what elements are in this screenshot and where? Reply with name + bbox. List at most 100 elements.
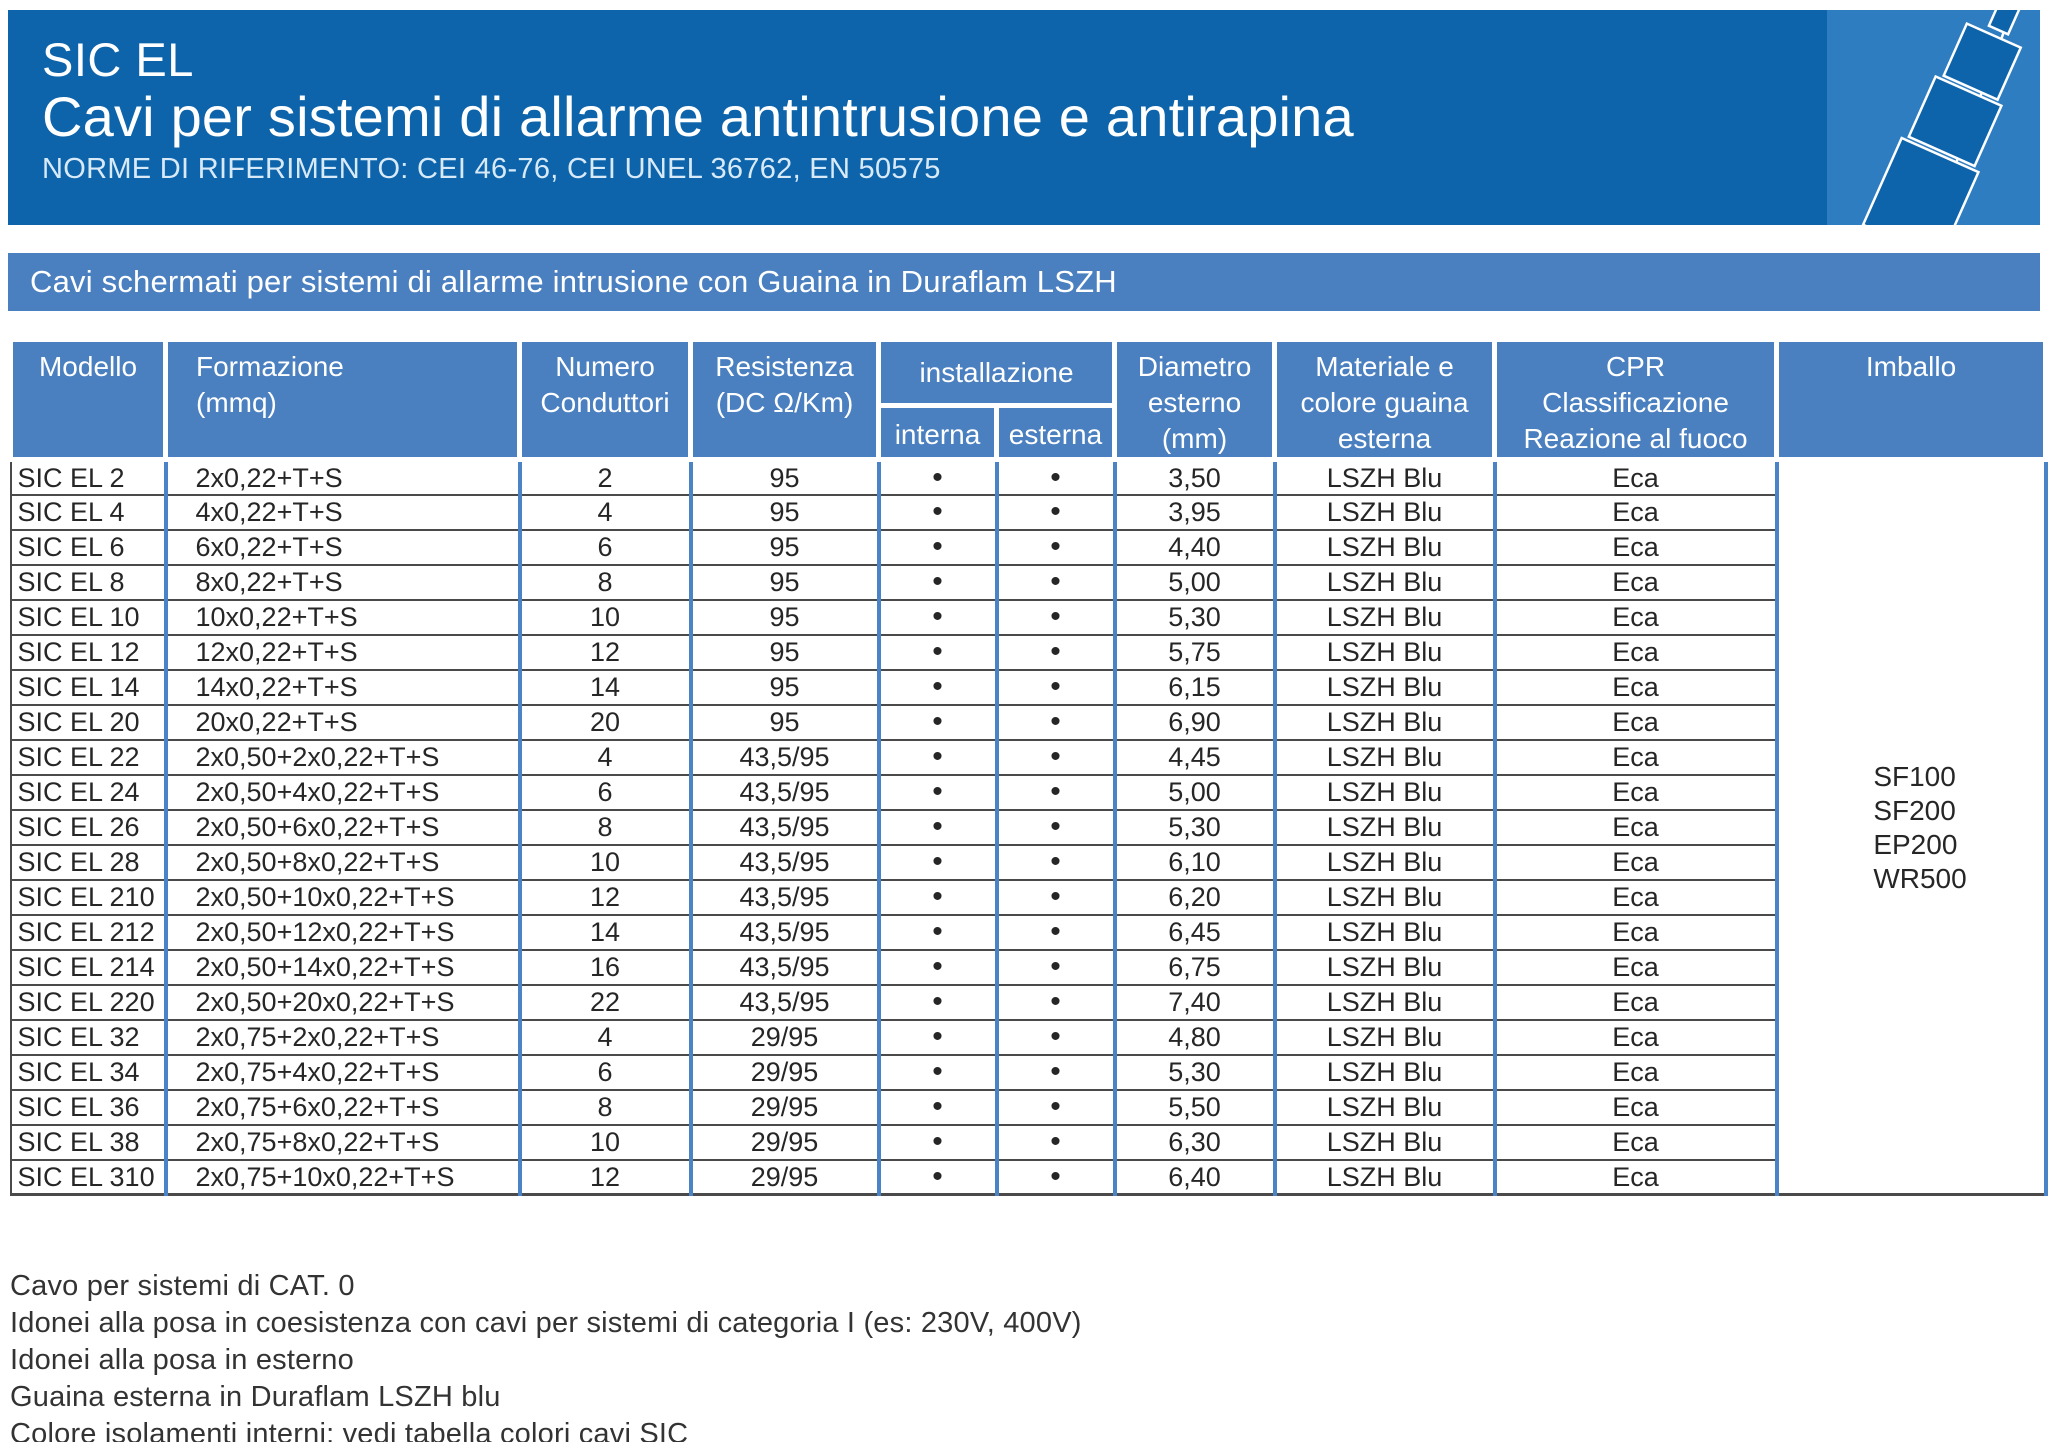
table-row: SIC EL 34 2x0,75+4x0,22+T+S 6 29/95 • • 5,30 LS… — [9, 1053, 2046, 1090]
table-row: SIC EL 210 2x0,50+10x0,22+T+S 12 43,5/95 • • 6… — [9, 878, 2046, 915]
cell-esterna: • — [994, 493, 1115, 530]
cell-resistenza: 95 — [688, 598, 879, 635]
cell-esterna: • — [994, 773, 1115, 810]
cell-conduttori: 8 — [517, 808, 691, 845]
cell-imballo: SF100 SF200 EP200 WR500 — [1774, 459, 2048, 1196]
cell-interna: • — [876, 598, 997, 635]
cell-formazione: 2x0,50+8x0,22+T+S — [163, 843, 520, 880]
cell-interna: • — [876, 1158, 997, 1196]
cell-formazione: 2x0,75+8x0,22+T+S — [163, 1123, 520, 1160]
cell-conduttori: 14 — [517, 913, 691, 950]
cell-resistenza: 29/95 — [688, 1018, 879, 1055]
cell-modello: SIC EL 2 — [9, 459, 166, 495]
cell-formazione: 2x0,50+12x0,22+T+S — [163, 913, 520, 950]
cell-esterna: • — [994, 668, 1115, 705]
cell-cpr: Eca — [1492, 563, 1777, 600]
cell-formazione: 2x0,50+6x0,22+T+S — [163, 808, 520, 845]
note-line: Idonei alla posa in esterno — [10, 1344, 354, 1376]
note-line: Cavo per sistemi di CAT. 0 — [10, 1270, 355, 1302]
cell-resistenza: 95 — [688, 703, 879, 740]
cell-esterna: • — [994, 1088, 1115, 1125]
cell-resistenza: 43,5/95 — [688, 843, 879, 880]
cell-cpr: Eca — [1492, 493, 1777, 530]
cell-conduttori: 12 — [517, 1158, 691, 1196]
imballo-packaging-list: SF100 SF200 EP200 WR500 — [1873, 760, 1967, 894]
cell-guaina: LSZH Blu — [1272, 563, 1495, 600]
table-row: SIC EL 12 12x0,22+T+S 12 95 • • 5,75 LSZH Blu Ec… — [9, 633, 2046, 670]
cell-resistenza: 29/95 — [688, 1053, 879, 1090]
cell-modello: SIC EL 34 — [9, 1053, 166, 1090]
cell-conduttori: 6 — [517, 528, 691, 565]
table-row: SIC EL 32 2x0,75+2x0,22+T+S 4 29/95 • • 4,80 LS… — [9, 1018, 2046, 1055]
cell-cpr: Eca — [1492, 808, 1777, 845]
cell-modello: SIC EL 220 — [9, 983, 166, 1020]
cell-cpr: Eca — [1492, 633, 1777, 670]
cell-guaina: LSZH Blu — [1272, 738, 1495, 775]
cell-modello: SIC EL 10 — [9, 598, 166, 635]
cell-resistenza: 95 — [688, 633, 879, 670]
cell-guaina: LSZH Blu — [1272, 843, 1495, 880]
cell-diametro: 5,30 — [1112, 598, 1275, 635]
cell-diametro: 3,50 — [1112, 459, 1275, 495]
cell-formazione: 8x0,22+T+S — [163, 563, 520, 600]
cell-cpr: Eca — [1492, 843, 1777, 880]
cell-cpr: Eca — [1492, 668, 1777, 705]
cell-guaina: LSZH Blu — [1272, 668, 1495, 705]
cell-modello: SIC EL 36 — [9, 1088, 166, 1125]
title-block: SIC EL Cavi per sistemi di allarme antin… — [8, 10, 2040, 186]
cell-conduttori: 10 — [517, 843, 691, 880]
header-installazione: installazione — [875, 337, 1118, 408]
cell-interna: • — [876, 808, 997, 845]
cell-diametro: 7,40 — [1112, 983, 1275, 1020]
product-series-title: SIC EL — [42, 33, 194, 86]
cell-guaina: LSZH Blu — [1272, 1088, 1495, 1125]
cell-resistenza: 43,5/95 — [688, 983, 879, 1020]
table-row: SIC EL 22 2x0,50+2x0,22+T+S 4 43,5/95 • • 4,45… — [9, 738, 2046, 775]
note-line: Colore isolamenti interni: vedi tabella … — [10, 1418, 689, 1442]
cell-formazione: 2x0,50+14x0,22+T+S — [163, 948, 520, 985]
table-row: SIC EL 28 2x0,50+8x0,22+T+S 10 43,5/95 • • 6,1… — [9, 843, 2046, 880]
cell-diametro: 6,45 — [1112, 913, 1275, 950]
cell-formazione: 20x0,22+T+S — [163, 703, 520, 740]
cell-esterna: • — [994, 808, 1115, 845]
cell-esterna: • — [994, 983, 1115, 1020]
cell-cpr: Eca — [1492, 913, 1777, 950]
cell-esterna: • — [994, 1018, 1115, 1055]
cell-diametro: 6,75 — [1112, 948, 1275, 985]
cell-diametro: 5,30 — [1112, 808, 1275, 845]
header-guaina: Materiale e colore guaina esterna — [1272, 337, 1498, 462]
cell-guaina: LSZH Blu — [1272, 1123, 1495, 1160]
cell-esterna: • — [994, 459, 1115, 495]
cell-interna: • — [876, 878, 997, 915]
cell-conduttori: 22 — [517, 983, 691, 1020]
cell-conduttori: 4 — [517, 738, 691, 775]
cell-conduttori: 8 — [517, 1088, 691, 1125]
cell-guaina: LSZH Blu — [1272, 1053, 1495, 1090]
cell-diametro: 6,90 — [1112, 703, 1275, 740]
cell-formazione: 12x0,22+T+S — [163, 633, 520, 670]
cell-cpr: Eca — [1492, 738, 1777, 775]
cell-interna: • — [876, 738, 997, 775]
header-band: SIC EL Cavi per sistemi di allarme antin… — [8, 10, 2040, 225]
cell-guaina: LSZH Blu — [1272, 773, 1495, 810]
cell-modello: SIC EL 214 — [9, 948, 166, 985]
cell-resistenza: 43,5/95 — [688, 948, 879, 985]
cell-conduttori: 6 — [517, 773, 691, 810]
cell-interna: • — [876, 1088, 997, 1125]
cell-conduttori: 12 — [517, 878, 691, 915]
table-row: SIC EL 36 2x0,75+6x0,22+T+S 8 29/95 • • 5,50 LS… — [9, 1088, 2046, 1125]
cell-cpr: Eca — [1492, 1018, 1777, 1055]
cell-conduttori: 20 — [517, 703, 691, 740]
cell-cpr: Eca — [1492, 948, 1777, 985]
table-row: SIC EL 10 10x0,22+T+S 10 95 • • 5,30 LSZH Blu Ec… — [9, 598, 2046, 635]
cell-cpr: Eca — [1492, 528, 1777, 565]
cell-resistenza: 43,5/95 — [688, 878, 879, 915]
cell-formazione: 14x0,22+T+S — [163, 668, 520, 705]
cell-modello: SIC EL 12 — [9, 633, 166, 670]
table-row: SIC EL 212 2x0,50+12x0,22+T+S 14 43,5/95 • • 6… — [9, 913, 2046, 950]
cell-interna: • — [876, 983, 997, 1020]
cell-formazione: 2x0,75+2x0,22+T+S — [163, 1018, 520, 1055]
cell-diametro: 6,10 — [1112, 843, 1275, 880]
cell-resistenza: 29/95 — [688, 1088, 879, 1125]
cell-esterna: • — [994, 598, 1115, 635]
